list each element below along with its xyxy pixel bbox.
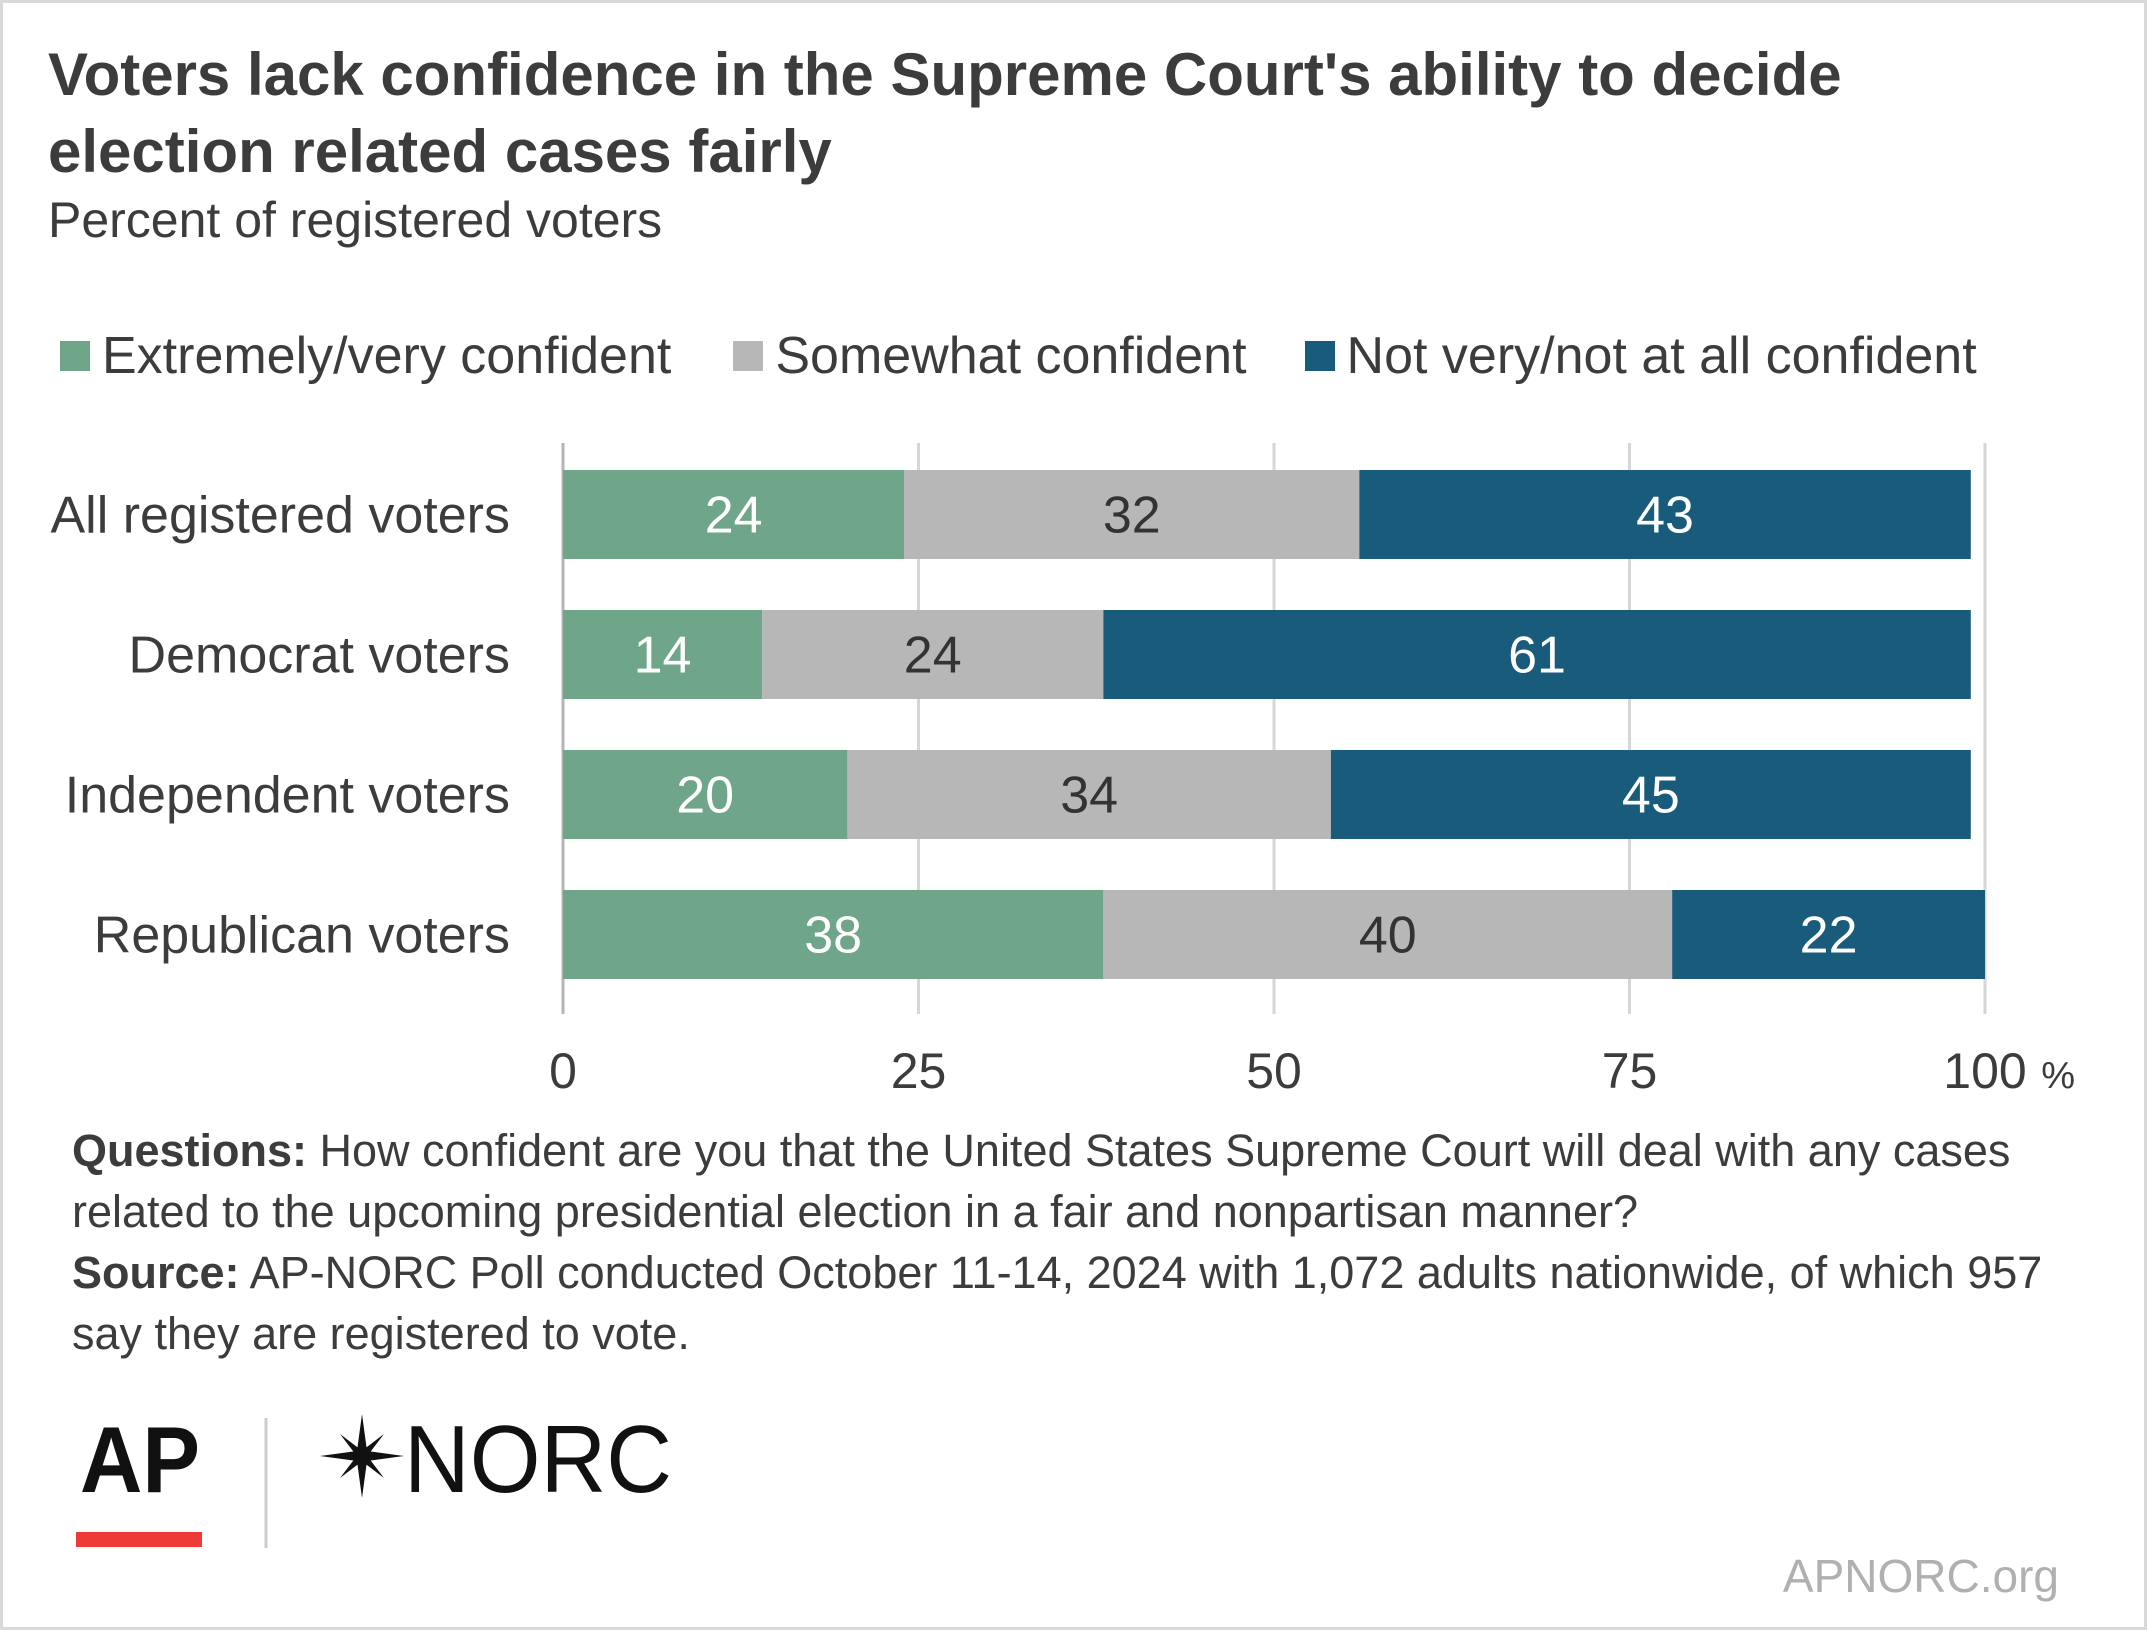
legend-item-extremely-very-confident: Extremely/very confident <box>60 326 671 386</box>
x-tick-label: 0 <box>549 1043 577 1099</box>
data-label: 40 <box>1359 907 1417 965</box>
bar-segment <box>1330 750 1971 839</box>
data-label: 22 <box>1800 907 1858 965</box>
source-label: Source: <box>72 1247 240 1298</box>
data-label: 14 <box>634 627 692 685</box>
data-label: 43 <box>1636 487 1694 545</box>
x-tick-label: 100 <box>1943 1043 2026 1099</box>
questions-note: Questions: How confident are you that th… <box>72 1120 2072 1242</box>
questions-text: How confident are you that the United St… <box>72 1125 2011 1237</box>
bar-segment <box>563 750 848 839</box>
category-label: Independent voters <box>65 767 510 825</box>
bar-segment <box>762 610 1104 699</box>
bar-segment <box>904 470 1360 559</box>
x-tick-label: 75 <box>1602 1043 1658 1099</box>
legend-label: Extremely/very confident <box>102 327 672 385</box>
bar-segment <box>1672 890 1985 979</box>
category-label: All registered voters <box>50 487 510 545</box>
data-label: 45 <box>1622 767 1680 825</box>
legend: Extremely/very confident Somewhat confid… <box>60 326 1977 386</box>
data-label: 32 <box>1103 487 1161 545</box>
questions-label: Questions: <box>72 1125 308 1176</box>
data-label: 24 <box>904 627 962 685</box>
source-note: Source: AP-NORC Poll conducted October 1… <box>72 1242 2072 1364</box>
stacked-bar-chart: 0 25 50 75 100 % All registered voters 24 32 43 De… <box>50 443 2075 1099</box>
x-tick-label: 25 <box>891 1043 947 1099</box>
bar-segment <box>847 750 1331 839</box>
data-label: 38 <box>804 907 862 965</box>
data-label: 61 <box>1508 627 1566 685</box>
data-label: 34 <box>1060 767 1118 825</box>
bar-segment <box>563 890 1104 979</box>
x-tick-label: 50 <box>1246 1043 1302 1099</box>
bar-segment <box>1359 470 1971 559</box>
legend-swatch-green <box>60 341 90 371</box>
bar-segment <box>1103 890 1673 979</box>
bar-segment <box>563 610 763 699</box>
legend-swatch-blue <box>1304 341 1335 371</box>
chart-subtitle: Percent of registered voters <box>48 192 663 248</box>
category-label: Democrat voters <box>129 627 510 685</box>
chart-notes: Questions: How confident are you that th… <box>72 1120 2072 1364</box>
data-label: 24 <box>705 487 763 545</box>
bar-segment <box>563 470 905 559</box>
legend-item-not-confident: Not very/not at all confident <box>1304 326 1977 386</box>
chart-title: Voters lack confidence in the Supreme Co… <box>48 41 1842 185</box>
bar-segment <box>1103 610 1971 699</box>
x-unit-label: % <box>2041 1055 2075 1097</box>
data-label: 20 <box>676 767 734 825</box>
legend-label: Not very/not at all confident <box>1346 327 1977 385</box>
legend-swatch-gray <box>733 341 764 371</box>
footer-url: APNORC.org <box>1782 1550 2059 1602</box>
legend-label: Somewhat confident <box>775 327 1247 385</box>
legend-item-somewhat-confident: Somewhat confident <box>733 326 1247 386</box>
category-label: Republican voters <box>94 907 510 965</box>
source-text: AP-NORC Poll conducted October 11-14, 20… <box>72 1247 2043 1359</box>
